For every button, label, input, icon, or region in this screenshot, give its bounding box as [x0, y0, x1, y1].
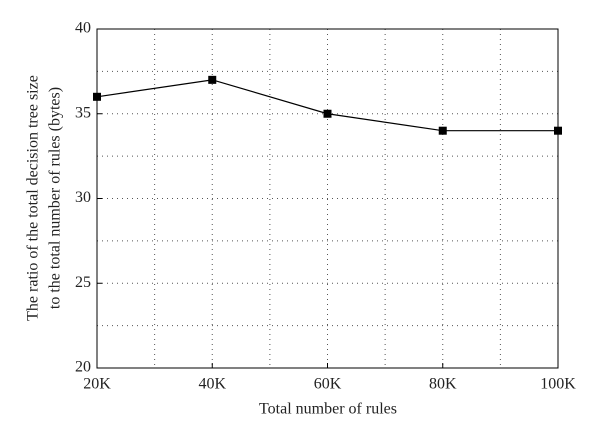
- y-tick-label: 40: [75, 20, 91, 37]
- x-tick-label: 40K: [198, 376, 226, 393]
- x-tick-label: 100K: [540, 376, 576, 393]
- y-axis-label: to the total number of rules (bytes): [47, 87, 64, 309]
- data-line: [96, 79, 558, 132]
- x-tick-label: 80K: [429, 376, 457, 393]
- y-tick-label: 30: [75, 189, 91, 206]
- data-point: [323, 109, 332, 118]
- y-tick-label: 25: [75, 274, 91, 291]
- x-tick-label: 60K: [314, 376, 342, 393]
- data-point: [554, 126, 562, 135]
- y-tick-label: 35: [75, 104, 91, 121]
- y-axis-label: The ratio of the total decision tree siz…: [25, 75, 42, 321]
- data-point: [208, 75, 217, 84]
- y-tick-label: 20: [75, 359, 91, 376]
- data-point: [93, 92, 101, 101]
- x-axis-label: Total number of rules: [259, 401, 397, 418]
- data-point: [438, 126, 447, 135]
- x-tick-label: 20K: [83, 376, 111, 393]
- plot-frame: [96, 28, 559, 369]
